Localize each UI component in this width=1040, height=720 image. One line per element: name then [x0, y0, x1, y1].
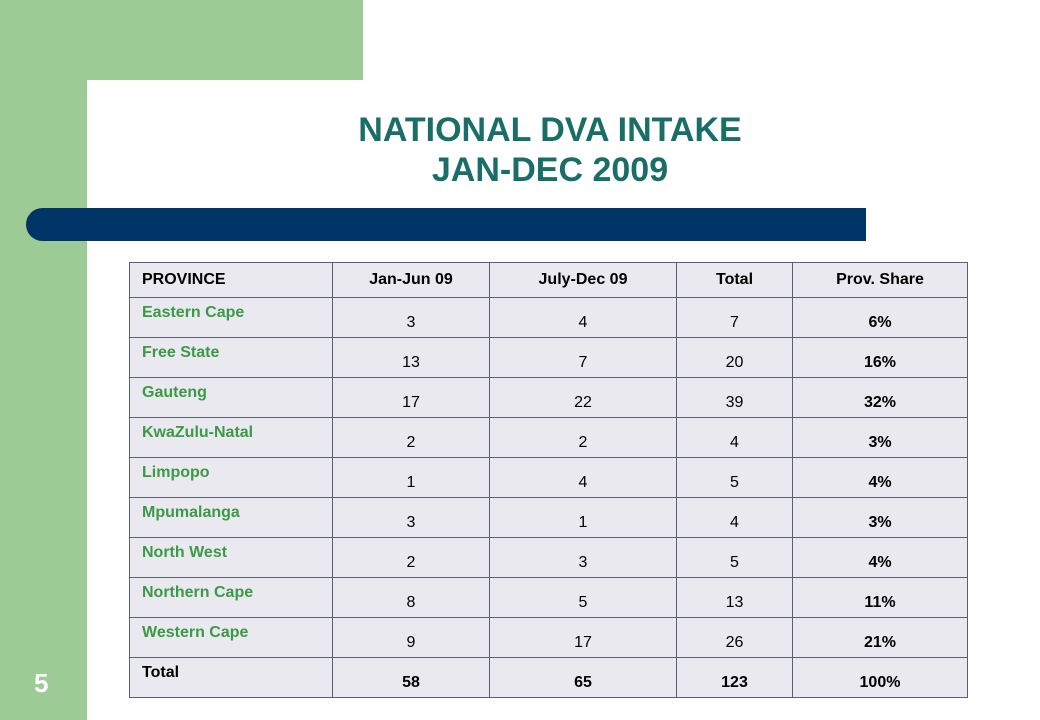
table-row: North West 2 3 5 4%: [129, 537, 968, 578]
total-cell: 13: [676, 577, 793, 618]
jan-jun-cell: 3: [332, 497, 490, 538]
province-cell: Gauteng: [129, 377, 333, 418]
province-cell: Western Cape: [129, 617, 333, 658]
share-cell: 4%: [792, 537, 968, 578]
table-row: Western Cape 9 17 26 21%: [129, 617, 968, 658]
jan-jun-cell: 2: [332, 417, 490, 458]
total-cell: 39: [676, 377, 793, 418]
total-label-cell: Total: [129, 657, 333, 698]
jan-jun-cell: 3: [332, 297, 490, 338]
total-cell: 26: [676, 617, 793, 658]
province-cell: Free State: [129, 337, 333, 378]
table-row: Northern Cape 8 5 13 11%: [129, 577, 968, 618]
jul-dec-cell: 4: [489, 457, 677, 498]
table-header-row: PROVINCE Jan-Jun 09 July-Dec 09 Total Pr…: [129, 262, 968, 298]
header-total: Total: [676, 262, 793, 298]
jul-dec-cell: 7: [489, 337, 677, 378]
table-total-row: Total 58 65 123 100%: [129, 657, 968, 698]
grand-total-cell: 123: [676, 657, 793, 698]
total-share-cell: 100%: [792, 657, 968, 698]
province-cell: Northern Cape: [129, 577, 333, 618]
intake-table: PROVINCE Jan-Jun 09 July-Dec 09 Total Pr…: [129, 262, 968, 698]
share-cell: 11%: [792, 577, 968, 618]
province-cell: KwaZulu-Natal: [129, 417, 333, 458]
title-line-1: NATIONAL DVA INTAKE: [358, 111, 742, 149]
header-province: PROVINCE: [129, 262, 333, 298]
share-cell: 32%: [792, 377, 968, 418]
total-jan-jun-cell: 58: [332, 657, 490, 698]
province-cell: Eastern Cape: [129, 297, 333, 338]
table-row: KwaZulu-Natal 2 2 4 3%: [129, 417, 968, 458]
header-jan-jun: Jan-Jun 09: [332, 262, 490, 298]
total-cell: 4: [676, 417, 793, 458]
share-cell: 21%: [792, 617, 968, 658]
header-jul-dec: July-Dec 09: [489, 262, 677, 298]
table-row: Free State 13 7 20 16%: [129, 337, 968, 378]
total-cell: 7: [676, 297, 793, 338]
share-cell: 3%: [792, 497, 968, 538]
share-cell: 16%: [792, 337, 968, 378]
jan-jun-cell: 17: [332, 377, 490, 418]
jan-jun-cell: 13: [332, 337, 490, 378]
jan-jun-cell: 9: [332, 617, 490, 658]
table-row: Limpopo 1 4 5 4%: [129, 457, 968, 498]
share-cell: 3%: [792, 417, 968, 458]
total-jul-dec-cell: 65: [489, 657, 677, 698]
table-row: Mpumalanga 3 1 4 3%: [129, 497, 968, 538]
jul-dec-cell: 1: [489, 497, 677, 538]
header-prov-share: Prov. Share: [792, 262, 968, 298]
jul-dec-cell: 2: [489, 417, 677, 458]
province-cell: Limpopo: [129, 457, 333, 498]
jul-dec-cell: 17: [489, 617, 677, 658]
share-cell: 6%: [792, 297, 968, 338]
total-cell: 4: [676, 497, 793, 538]
share-cell: 4%: [792, 457, 968, 498]
title-divider-bar: [26, 208, 866, 241]
title-line-2: JAN-DEC 2009: [431, 151, 669, 189]
table-row: Eastern Cape 3 4 7 6%: [129, 297, 968, 338]
jan-jun-cell: 2: [332, 537, 490, 578]
slide-title: NATIONAL DVA INTAKE JAN-DEC 2009: [200, 110, 900, 190]
page-number: 5: [34, 668, 49, 698]
jul-dec-cell: 3: [489, 537, 677, 578]
jul-dec-cell: 4: [489, 297, 677, 338]
jan-jun-cell: 1: [332, 457, 490, 498]
total-cell: 5: [676, 537, 793, 578]
province-cell: North West: [129, 537, 333, 578]
jan-jun-cell: 8: [332, 577, 490, 618]
jul-dec-cell: 5: [489, 577, 677, 618]
table-row: Gauteng 17 22 39 32%: [129, 377, 968, 418]
total-cell: 20: [676, 337, 793, 378]
jul-dec-cell: 22: [489, 377, 677, 418]
total-cell: 5: [676, 457, 793, 498]
green-top-band: [0, 0, 363, 80]
province-cell: Mpumalanga: [129, 497, 333, 538]
green-side-band: [0, 0, 87, 720]
